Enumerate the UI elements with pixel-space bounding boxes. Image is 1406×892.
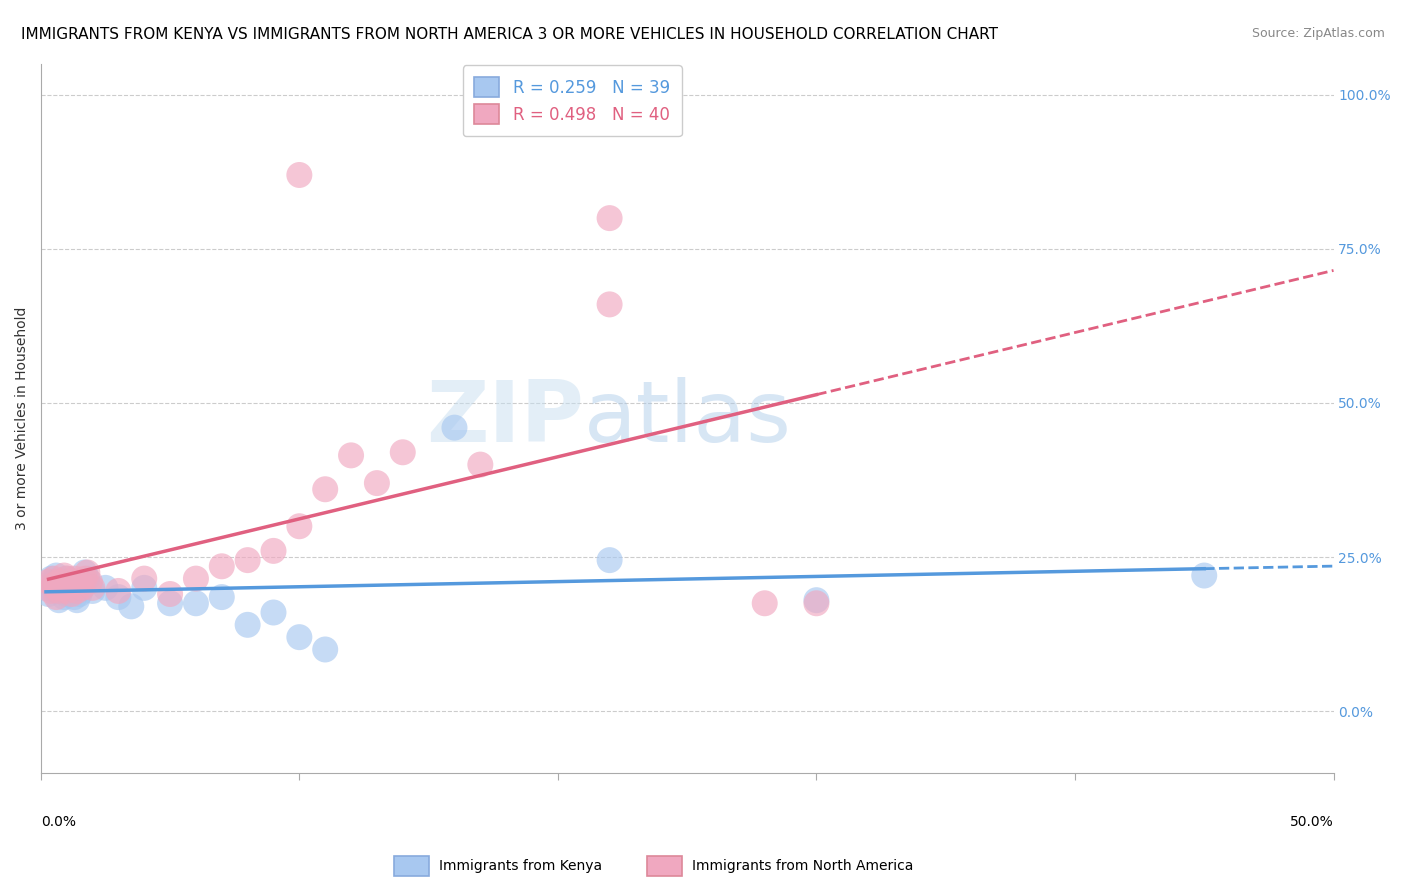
Point bbox=[69, 587, 91, 601]
Point bbox=[63, 590, 86, 604]
Point bbox=[53, 590, 76, 604]
Point bbox=[76, 572, 98, 586]
Text: Immigrants from Kenya: Immigrants from Kenya bbox=[439, 859, 602, 873]
Point bbox=[38, 574, 60, 589]
Point bbox=[599, 553, 621, 567]
Point bbox=[53, 568, 76, 582]
Text: Source: ZipAtlas.com: Source: ZipAtlas.com bbox=[1251, 27, 1385, 40]
Point bbox=[82, 583, 104, 598]
Point bbox=[51, 583, 73, 598]
Point bbox=[39, 583, 62, 598]
Point bbox=[55, 572, 77, 586]
Point bbox=[391, 445, 413, 459]
Point bbox=[45, 583, 67, 598]
Point bbox=[184, 596, 207, 610]
Point bbox=[42, 572, 65, 586]
Point bbox=[45, 581, 67, 595]
Point bbox=[806, 593, 828, 607]
Point bbox=[599, 297, 621, 311]
Y-axis label: 3 or more Vehicles in Household: 3 or more Vehicles in Household bbox=[15, 307, 30, 530]
Point bbox=[94, 581, 117, 595]
Point bbox=[1194, 568, 1216, 582]
Point bbox=[211, 559, 233, 574]
Point bbox=[69, 574, 91, 589]
Point bbox=[51, 581, 73, 595]
Point bbox=[340, 449, 363, 463]
Point bbox=[39, 572, 62, 586]
Point bbox=[107, 583, 129, 598]
Point bbox=[159, 587, 181, 601]
Point bbox=[184, 572, 207, 586]
Point bbox=[134, 581, 156, 595]
Point bbox=[55, 583, 77, 598]
Text: 50.0%: 50.0% bbox=[1289, 815, 1333, 830]
Point bbox=[48, 574, 70, 589]
Point bbox=[66, 583, 89, 598]
Point bbox=[754, 596, 776, 610]
Text: IMMIGRANTS FROM KENYA VS IMMIGRANTS FROM NORTH AMERICA 3 OR MORE VEHICLES IN HOU: IMMIGRANTS FROM KENYA VS IMMIGRANTS FROM… bbox=[21, 27, 998, 42]
Point bbox=[314, 482, 336, 496]
Text: Immigrants from North America: Immigrants from North America bbox=[692, 859, 912, 873]
Point bbox=[470, 458, 492, 472]
Point bbox=[48, 583, 70, 598]
Point bbox=[63, 572, 86, 586]
Point bbox=[263, 606, 285, 620]
Point bbox=[288, 630, 311, 644]
Point bbox=[51, 574, 73, 589]
Point bbox=[66, 593, 89, 607]
Point bbox=[42, 578, 65, 592]
Point bbox=[236, 617, 259, 632]
Point bbox=[42, 578, 65, 592]
Point bbox=[58, 578, 80, 592]
Point bbox=[58, 581, 80, 595]
Point bbox=[107, 590, 129, 604]
Point bbox=[53, 581, 76, 595]
Point bbox=[236, 553, 259, 567]
Point bbox=[806, 596, 828, 610]
Point bbox=[366, 476, 388, 491]
Point bbox=[134, 572, 156, 586]
Point bbox=[263, 544, 285, 558]
Point bbox=[159, 596, 181, 610]
Point bbox=[45, 568, 67, 582]
Point bbox=[70, 581, 93, 595]
Point bbox=[55, 587, 77, 601]
Text: atlas: atlas bbox=[583, 377, 792, 460]
Legend: R = 0.259   N = 39, R = 0.498   N = 40: R = 0.259 N = 39, R = 0.498 N = 40 bbox=[463, 65, 682, 136]
Point bbox=[48, 578, 70, 592]
Point bbox=[60, 583, 83, 598]
Text: 0.0%: 0.0% bbox=[41, 815, 76, 830]
Point bbox=[48, 593, 70, 607]
Point bbox=[314, 642, 336, 657]
Point bbox=[38, 587, 60, 601]
Point bbox=[55, 572, 77, 586]
Text: ZIP: ZIP bbox=[426, 377, 583, 460]
Point bbox=[79, 574, 101, 589]
Point bbox=[211, 590, 233, 604]
Point bbox=[120, 599, 142, 614]
Point bbox=[45, 590, 67, 604]
Point bbox=[73, 566, 96, 580]
Point bbox=[82, 581, 104, 595]
Point bbox=[42, 574, 65, 589]
Point bbox=[60, 587, 83, 601]
Point bbox=[288, 168, 311, 182]
Point bbox=[70, 581, 93, 595]
Point bbox=[599, 211, 621, 226]
Point bbox=[73, 572, 96, 586]
Point bbox=[443, 420, 465, 434]
Point bbox=[288, 519, 311, 533]
Point bbox=[76, 566, 98, 580]
Point bbox=[35, 581, 58, 595]
